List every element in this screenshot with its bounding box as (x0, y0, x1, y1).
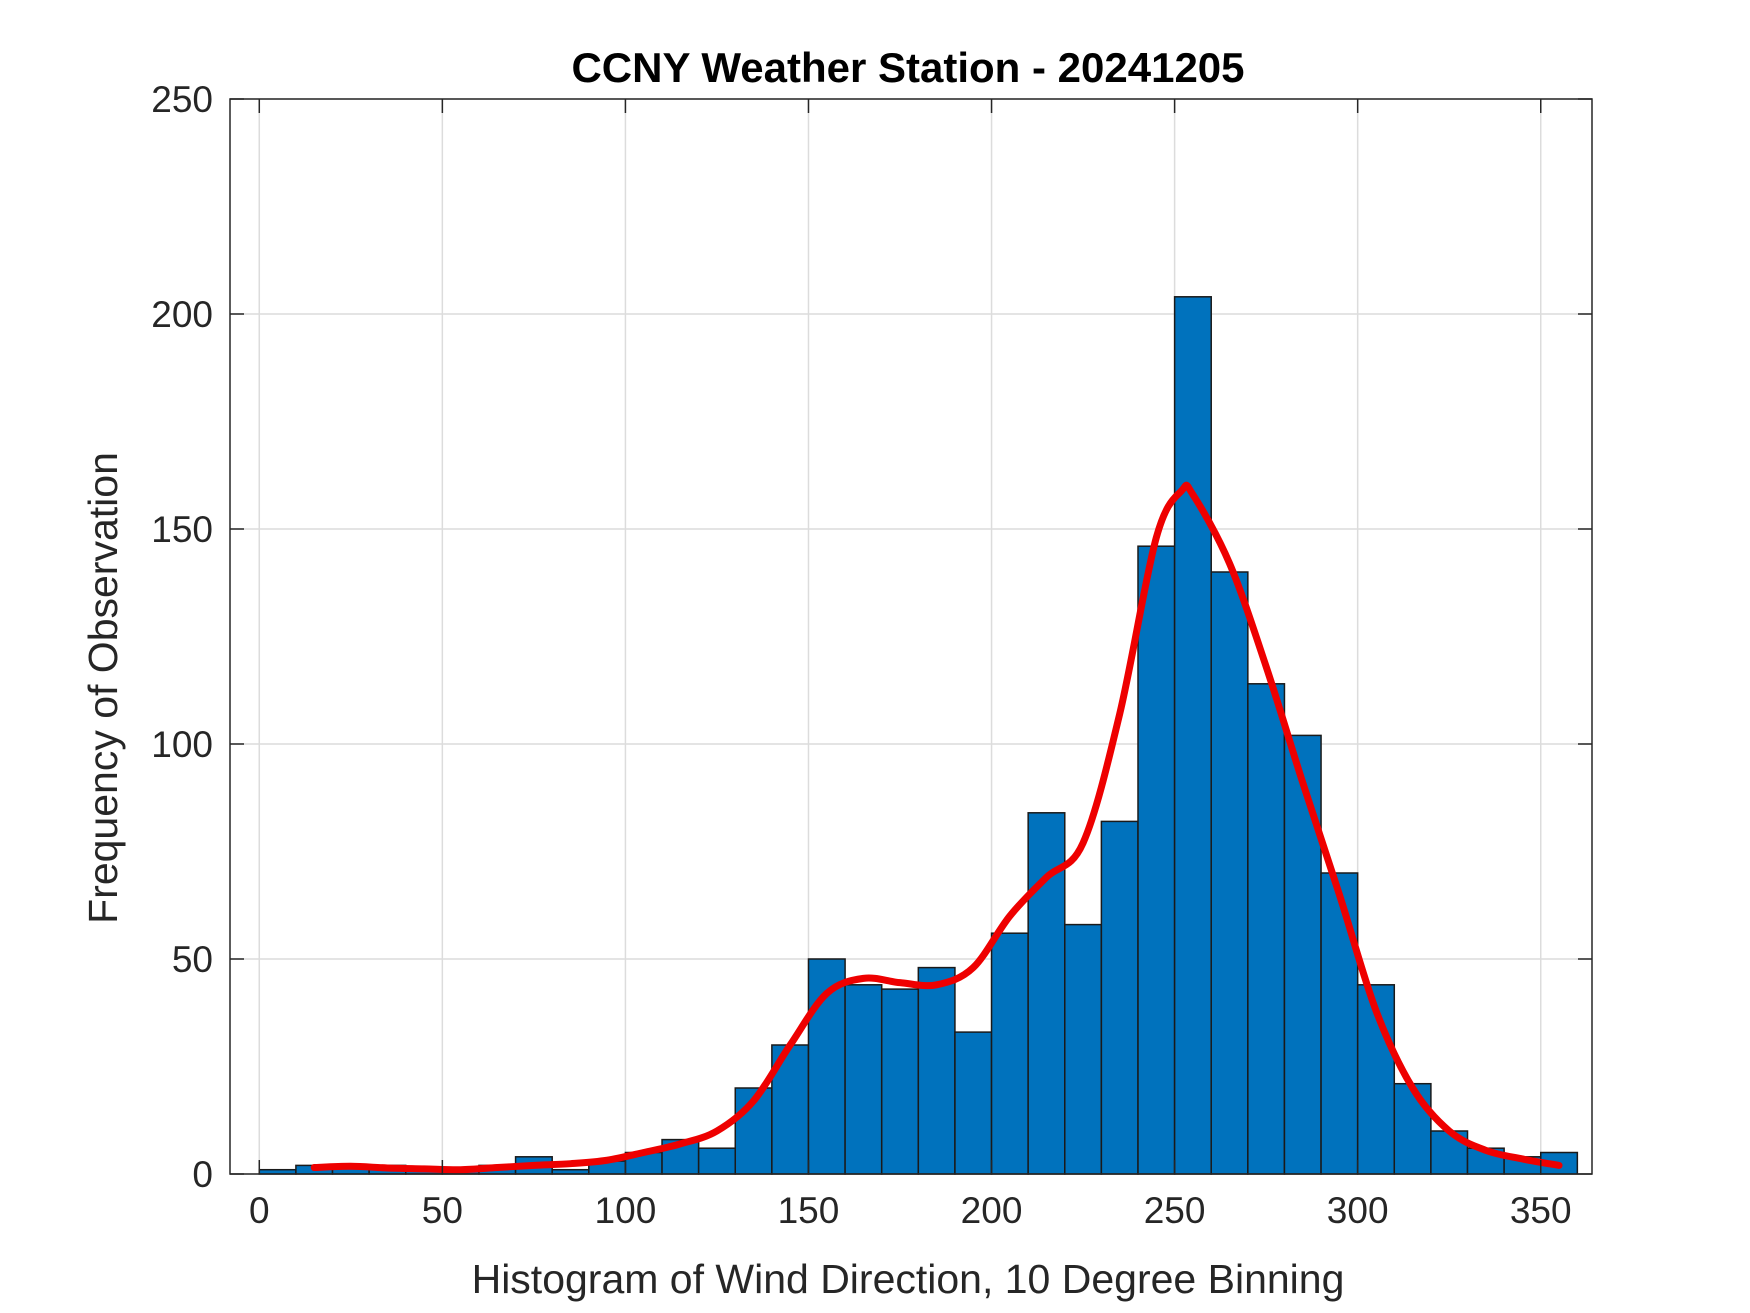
histogram-bar (844, 984, 883, 1175)
axes-box (229, 98, 1593, 1175)
histogram-bar (1283, 734, 1322, 1175)
x-tick-label: 250 (1144, 1190, 1206, 1231)
y-tick-label: 0 (192, 1154, 213, 1195)
histogram-bar (1137, 545, 1176, 1175)
histogram-bar (1210, 571, 1249, 1175)
x-tick-label: 350 (1510, 1190, 1572, 1231)
y-tick-label: 100 (151, 724, 213, 765)
histogram-bar (1393, 1082, 1432, 1175)
x-tick-label: 100 (595, 1190, 657, 1231)
x-tick-labels: 0 50 100 150 200 250 300 350 (249, 1190, 1572, 1231)
histogram-bar (954, 1031, 993, 1175)
y-axis-label: Frequency of Observation (80, 452, 126, 924)
histogram-bar (917, 966, 956, 1175)
histogram-bar (1173, 296, 1212, 1175)
y-tick-labels: 0 50 100 150 200 250 (151, 79, 213, 1195)
histogram-bar (880, 988, 920, 1175)
chart-title: CCNY Weather Station - 20241205 (571, 44, 1244, 91)
x-tick-label: 300 (1327, 1190, 1389, 1231)
fit-curve-line (310, 481, 1563, 1174)
histogram-bar (1064, 923, 1103, 1175)
histogram-bar (1320, 872, 1359, 1175)
y-tick-label: 150 (151, 509, 213, 550)
axis-ticks (230, 98, 1592, 1175)
histogram-bar (697, 1147, 737, 1175)
y-tick-label: 200 (151, 294, 213, 335)
y-tick-label: 250 (151, 79, 213, 120)
x-axis-label: Histogram of Wind Direction, 10 Degree B… (472, 1256, 1345, 1302)
histogram-bar (1100, 820, 1139, 1175)
x-tick-label: 200 (961, 1190, 1023, 1231)
histogram-bar (990, 932, 1029, 1175)
histogram-bar (1247, 683, 1286, 1175)
x-tick-label: 0 (249, 1190, 270, 1231)
x-tick-label: 150 (778, 1190, 840, 1231)
fit-curve-group (310, 481, 1563, 1174)
x-tick-label: 50 (422, 1190, 463, 1231)
y-tick-label: 50 (172, 939, 213, 980)
